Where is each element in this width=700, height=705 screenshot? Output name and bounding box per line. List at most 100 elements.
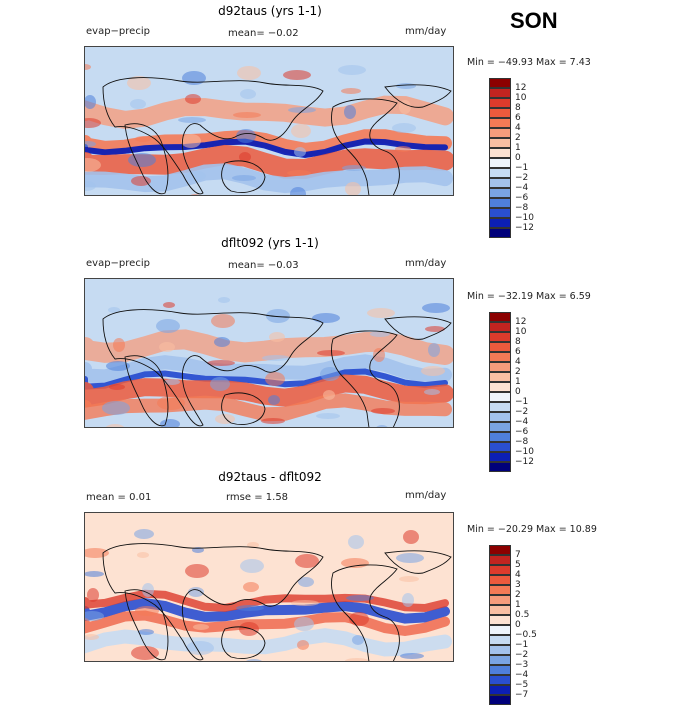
colorbar-tick-label: −8 xyxy=(515,436,529,447)
colorbar-swatch xyxy=(489,545,511,555)
coastline xyxy=(221,160,266,193)
panel-1-mean-label: mean= −0.02 xyxy=(228,28,299,39)
contour-patch xyxy=(421,366,445,376)
contour-patch xyxy=(290,187,306,195)
contour-patch xyxy=(268,395,280,405)
contour-band xyxy=(85,368,448,390)
colorbar-swatch xyxy=(489,198,511,208)
contour-patch xyxy=(288,107,316,113)
panel-3-map-svg xyxy=(85,513,453,661)
panel-3-title: d92taus - dflt092 xyxy=(218,470,322,484)
contour-patch xyxy=(85,158,101,172)
contour-patch xyxy=(396,83,416,89)
contour-patch xyxy=(402,593,414,607)
contour-patch xyxy=(186,171,206,181)
contour-patch xyxy=(392,123,416,133)
contour-patch xyxy=(345,658,369,661)
colorbar-tick-label: −10 xyxy=(515,212,534,223)
contour-patch xyxy=(243,582,259,592)
colorbar-tick-label: 2 xyxy=(515,132,521,143)
colorbar-swatch xyxy=(489,168,511,178)
contour-patch xyxy=(85,634,99,640)
contour-patch xyxy=(371,408,395,414)
contour-patch xyxy=(239,622,259,636)
colorbar-swatch xyxy=(489,452,511,462)
colorbar-swatch xyxy=(489,645,511,655)
colorbar-swatch xyxy=(489,88,511,98)
contour-patch xyxy=(376,425,388,427)
contour-patch xyxy=(163,302,175,308)
colorbar-tick-label: −6 xyxy=(515,426,529,437)
colorbar-swatch xyxy=(489,665,511,675)
contour-patch xyxy=(395,146,411,152)
colorbar-swatch xyxy=(489,392,511,402)
panel-2-units-label: mm/day xyxy=(405,258,447,269)
contour-patch xyxy=(341,88,361,94)
contour-patch xyxy=(214,337,230,347)
contour-patch xyxy=(113,338,125,352)
contour-patch xyxy=(283,70,311,80)
contour-patch xyxy=(295,554,319,568)
panel-1-map-svg xyxy=(85,47,453,195)
colorbar-swatch xyxy=(489,675,511,685)
colorbar-swatch xyxy=(489,402,511,412)
panel-1-colorbar: 12 10 8 6 4 2 1 0 −1 −2 −4 −6 −8 −10 −12 xyxy=(489,78,534,238)
contour-patch xyxy=(298,577,314,587)
contour-patch xyxy=(109,384,125,390)
colorbar-tick-label: 7 xyxy=(515,549,521,560)
contour-patch xyxy=(178,117,206,123)
contour-patch xyxy=(297,640,309,650)
panel-3-minmax: Min = −20.29 Max = 10.89 xyxy=(467,524,597,535)
contour-patch xyxy=(134,529,154,539)
colorbar-tick-label: −4 xyxy=(515,416,529,427)
contour-patch xyxy=(164,379,180,385)
colorbar-swatch xyxy=(489,158,511,168)
contour-patch xyxy=(348,535,364,549)
colorbar-tick-label: −12 xyxy=(515,222,534,233)
contour-patch xyxy=(102,401,130,415)
contour-patch xyxy=(269,332,285,342)
colorbar-swatch xyxy=(489,655,511,665)
coastline xyxy=(384,84,452,108)
contour-patch xyxy=(316,413,340,419)
colorbar-tick-label: 8 xyxy=(515,102,521,113)
contour-patch xyxy=(338,65,366,75)
panel-1-minmax: Min = −49.93 Max = 7.43 xyxy=(467,57,591,68)
contour-patch xyxy=(373,348,385,362)
colorbar-tick-label: 3 xyxy=(515,579,521,590)
contour-patch xyxy=(294,147,306,157)
colorbar-swatch xyxy=(489,208,511,218)
contour-band xyxy=(85,163,453,194)
contour-patch xyxy=(236,605,264,611)
contour-band xyxy=(85,628,452,657)
coastline xyxy=(331,98,400,195)
contour-patch xyxy=(349,612,369,626)
contour-patch xyxy=(233,112,261,118)
panel-2-left-label: evap−precip xyxy=(86,258,150,269)
contour-patch xyxy=(344,105,356,119)
colorbar-tick-label: 2 xyxy=(515,366,521,377)
contour-patch xyxy=(320,367,340,381)
coastline xyxy=(384,550,452,574)
contour-patch xyxy=(156,319,180,333)
contour-patch xyxy=(239,152,251,162)
colorbar-swatch xyxy=(489,332,511,342)
colorbar-tick-label: 0 xyxy=(515,152,521,163)
panel-3-units-label: mm/day xyxy=(405,490,447,501)
colorbar-swatch xyxy=(489,432,511,442)
contour-patch xyxy=(207,360,235,366)
colorbar-tick-label: 1 xyxy=(515,376,521,387)
contour-patch xyxy=(185,564,209,578)
contour-patch xyxy=(211,314,235,328)
contour-patch xyxy=(108,307,120,313)
contour-patch xyxy=(106,361,130,371)
coastline xyxy=(331,330,400,427)
contour-patch xyxy=(85,64,91,70)
contour-patch xyxy=(424,389,440,395)
colorbar-swatch xyxy=(489,178,511,188)
contour-patch xyxy=(399,100,411,114)
season-label: SON xyxy=(510,8,558,33)
colorbar-swatch xyxy=(489,352,511,362)
colorbar-tick-label: −2 xyxy=(515,406,529,417)
coastline xyxy=(102,543,324,661)
